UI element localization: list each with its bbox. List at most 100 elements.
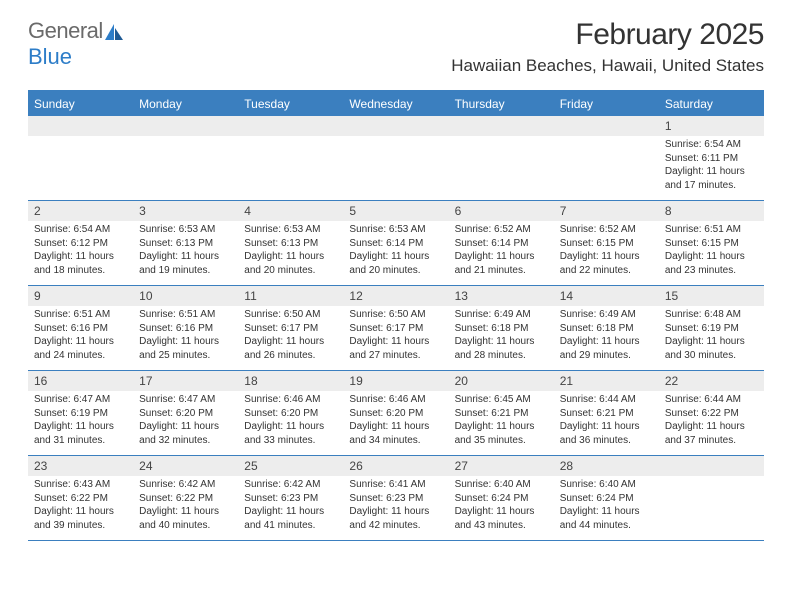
day-info-line: Sunrise: 6:41 AM (349, 478, 442, 492)
day-cell: Sunrise: 6:54 AMSunset: 6:11 PMDaylight:… (659, 136, 764, 200)
weekday-header: Tuesday (238, 92, 343, 116)
day-details-row: Sunrise: 6:54 AMSunset: 6:12 PMDaylight:… (28, 221, 764, 285)
day-info-line: Sunrise: 6:46 AM (349, 393, 442, 407)
day-number: 19 (343, 371, 448, 391)
day-cell: Sunrise: 6:40 AMSunset: 6:24 PMDaylight:… (554, 476, 659, 540)
day-cell (28, 136, 133, 200)
day-info-line: and 37 minutes. (665, 434, 758, 448)
day-info-line: and 30 minutes. (665, 349, 758, 363)
day-info-line: Daylight: 11 hours (34, 335, 127, 349)
day-info-line: Daylight: 11 hours (455, 420, 548, 434)
calendar-week: 9101112131415Sunrise: 6:51 AMSunset: 6:1… (28, 286, 764, 371)
day-info-line: Sunset: 6:18 PM (560, 322, 653, 336)
day-number: 28 (554, 456, 659, 476)
day-number (133, 116, 238, 136)
day-info-line: Sunset: 6:14 PM (455, 237, 548, 251)
day-cell (554, 136, 659, 200)
weekday-header: Sunday (28, 92, 133, 116)
day-info-line: Sunset: 6:17 PM (244, 322, 337, 336)
day-info-line: Sunset: 6:13 PM (139, 237, 232, 251)
day-number (554, 116, 659, 136)
day-info-line: Sunset: 6:22 PM (139, 492, 232, 506)
day-cell: Sunrise: 6:46 AMSunset: 6:20 PMDaylight:… (343, 391, 448, 455)
day-info-line: and 23 minutes. (665, 264, 758, 278)
day-number: 1 (659, 116, 764, 136)
day-info-line: Sunset: 6:21 PM (455, 407, 548, 421)
day-info-line: Sunset: 6:18 PM (455, 322, 548, 336)
day-details-row: Sunrise: 6:51 AMSunset: 6:16 PMDaylight:… (28, 306, 764, 370)
day-number: 24 (133, 456, 238, 476)
day-info-line: Sunrise: 6:44 AM (560, 393, 653, 407)
day-info-line: Daylight: 11 hours (244, 250, 337, 264)
day-info-line: Sunrise: 6:51 AM (665, 223, 758, 237)
calendar-week: 1Sunrise: 6:54 AMSunset: 6:11 PMDaylight… (28, 116, 764, 201)
day-number-row: 2345678 (28, 201, 764, 221)
day-info-line: Sunset: 6:23 PM (349, 492, 442, 506)
day-info-line: Daylight: 11 hours (349, 250, 442, 264)
day-info-line: Daylight: 11 hours (455, 505, 548, 519)
day-info-line: Sunset: 6:22 PM (34, 492, 127, 506)
day-info-line: and 17 minutes. (665, 179, 758, 193)
day-info-line: Sunrise: 6:43 AM (34, 478, 127, 492)
day-details-row: Sunrise: 6:47 AMSunset: 6:19 PMDaylight:… (28, 391, 764, 455)
day-info-line: Daylight: 11 hours (244, 335, 337, 349)
day-cell: Sunrise: 6:51 AMSunset: 6:16 PMDaylight:… (133, 306, 238, 370)
day-info-line: and 44 minutes. (560, 519, 653, 533)
day-details-row: Sunrise: 6:54 AMSunset: 6:11 PMDaylight:… (28, 136, 764, 200)
day-cell: Sunrise: 6:44 AMSunset: 6:21 PMDaylight:… (554, 391, 659, 455)
sail-icon (105, 24, 123, 40)
day-number: 12 (343, 286, 448, 306)
day-info-line: Sunset: 6:19 PM (665, 322, 758, 336)
day-info-line: Sunrise: 6:53 AM (244, 223, 337, 237)
day-cell: Sunrise: 6:48 AMSunset: 6:19 PMDaylight:… (659, 306, 764, 370)
day-number: 23 (28, 456, 133, 476)
day-cell (133, 136, 238, 200)
day-cell: Sunrise: 6:47 AMSunset: 6:20 PMDaylight:… (133, 391, 238, 455)
day-info-line: Sunrise: 6:40 AM (560, 478, 653, 492)
day-number (449, 116, 554, 136)
day-info-line: Daylight: 11 hours (34, 505, 127, 519)
day-number (343, 116, 448, 136)
day-info-line: and 40 minutes. (139, 519, 232, 533)
title-block: February 2025 Hawaiian Beaches, Hawaii, … (451, 18, 764, 76)
day-info-line: Daylight: 11 hours (139, 505, 232, 519)
day-info-line: and 24 minutes. (34, 349, 127, 363)
day-cell: Sunrise: 6:45 AMSunset: 6:21 PMDaylight:… (449, 391, 554, 455)
day-number: 7 (554, 201, 659, 221)
day-info-line: Sunrise: 6:52 AM (560, 223, 653, 237)
day-info-line: Sunrise: 6:45 AM (455, 393, 548, 407)
day-info-line: Daylight: 11 hours (34, 250, 127, 264)
day-info-line: Daylight: 11 hours (560, 250, 653, 264)
day-info-line: Sunrise: 6:50 AM (244, 308, 337, 322)
calendar-week: 2345678Sunrise: 6:54 AMSunset: 6:12 PMDa… (28, 201, 764, 286)
day-number: 8 (659, 201, 764, 221)
day-number (28, 116, 133, 136)
day-cell: Sunrise: 6:50 AMSunset: 6:17 PMDaylight:… (343, 306, 448, 370)
day-info-line: Sunset: 6:12 PM (34, 237, 127, 251)
day-info-line: Sunrise: 6:51 AM (34, 308, 127, 322)
day-info-line: Sunset: 6:20 PM (349, 407, 442, 421)
day-info-line: Daylight: 11 hours (665, 165, 758, 179)
day-info-line: Sunrise: 6:42 AM (244, 478, 337, 492)
day-info-line: and 32 minutes. (139, 434, 232, 448)
day-info-line: Daylight: 11 hours (455, 335, 548, 349)
day-info-line: Sunset: 6:20 PM (139, 407, 232, 421)
day-number (238, 116, 343, 136)
day-info-line: Daylight: 11 hours (34, 420, 127, 434)
day-info-line: Sunrise: 6:40 AM (455, 478, 548, 492)
day-info-line: Daylight: 11 hours (349, 335, 442, 349)
weekday-header: Saturday (659, 92, 764, 116)
day-info-line: Sunset: 6:19 PM (34, 407, 127, 421)
day-info-line: Sunrise: 6:51 AM (139, 308, 232, 322)
day-info-line: and 25 minutes. (139, 349, 232, 363)
day-info-line: Daylight: 11 hours (665, 250, 758, 264)
day-cell: Sunrise: 6:44 AMSunset: 6:22 PMDaylight:… (659, 391, 764, 455)
day-cell: Sunrise: 6:53 AMSunset: 6:14 PMDaylight:… (343, 221, 448, 285)
day-number-row: 9101112131415 (28, 286, 764, 306)
day-details-row: Sunrise: 6:43 AMSunset: 6:22 PMDaylight:… (28, 476, 764, 540)
day-info-line: Sunrise: 6:42 AM (139, 478, 232, 492)
day-info-line: Sunrise: 6:53 AM (349, 223, 442, 237)
day-info-line: Sunset: 6:16 PM (139, 322, 232, 336)
day-info-line: and 42 minutes. (349, 519, 442, 533)
day-number-row: 1 (28, 116, 764, 136)
